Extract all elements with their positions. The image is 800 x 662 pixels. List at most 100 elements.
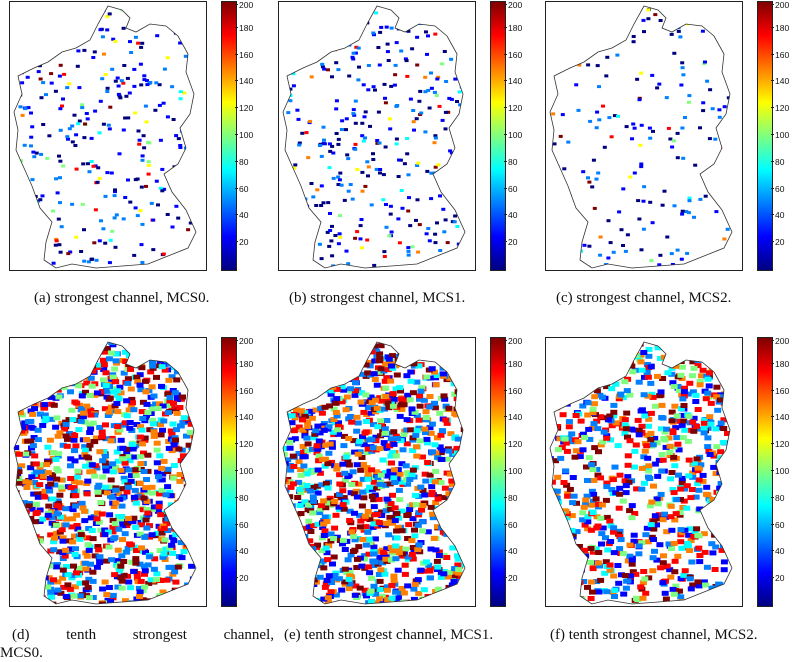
heatmap-cell [409,545,417,550]
heatmap-cell [635,342,643,346]
heatmap-cell [183,54,188,58]
heatmap-cell [681,354,689,360]
heatmap-cell [552,395,560,401]
heatmap-cell [304,448,312,454]
heatmap-cell [450,521,458,527]
panel-b: 200 180 160 140 120 100 80 60 40 20 [278,1,544,281]
heatmap-cell [603,514,611,520]
heatmap-cell [203,546,206,551]
heatmap-cell [453,406,461,412]
heatmap-cell [196,73,200,76]
heatmap-cell [101,6,106,10]
heatmap-cell [197,424,204,429]
heatmap-cell [321,514,329,520]
heatmap-cell [45,390,53,396]
heatmap-cell [283,560,290,566]
heatmap-cell [563,242,568,245]
heatmap-cell [148,384,156,390]
heatmap-cell [114,547,122,553]
heatmap-cell [650,73,655,77]
heatmap-cell [333,8,338,12]
heatmap-cell [352,380,359,386]
heatmap-cell [426,404,434,410]
heatmap-cell [582,501,590,507]
heatmap-cell [38,198,43,202]
heatmap-cell [140,563,148,569]
heatmap-cell [726,96,731,100]
heatmap-cell [136,129,141,133]
heatmap-cell [456,486,464,492]
heatmap-cell [14,602,20,604]
heatmap-cell [62,421,70,427]
heatmap-cell [335,576,343,582]
heatmap-cell [93,516,101,522]
heatmap-cell [403,441,411,447]
heatmap-cell [676,510,684,516]
heatmap-cell [69,507,77,513]
heatmap-cell [107,12,112,16]
heatmap-cell [560,604,567,606]
heatmap-cell [354,451,362,457]
heatmap-cell [467,452,474,457]
heatmap-cell [125,579,133,585]
heatmap-cell [696,506,704,512]
heatmap-cell [432,90,437,94]
heatmap-cell [58,527,66,533]
heatmap-cell [324,599,332,604]
heatmap-cell [584,20,589,24]
heatmap-cell [99,586,107,592]
heatmap-cell [671,403,679,409]
heatmap-cell [118,585,126,591]
heatmap-cell [141,571,148,577]
heatmap-cell [433,32,438,36]
heatmap-cell [286,445,294,451]
heatmap-cell [328,459,335,465]
heatmap-cell [58,201,62,205]
heatmap-cell [325,573,333,579]
heatmap-cell [127,478,135,484]
heatmap-cell [415,590,423,596]
heatmap-cell [174,397,181,402]
heatmap-cell [34,474,42,479]
heatmap-cell [84,584,92,590]
heatmap-cell [119,537,126,543]
heatmap-cell [94,489,102,495]
heatmap-cell [320,65,325,69]
heatmap-cell [680,126,685,130]
heatmap-cell [197,521,204,526]
heatmap-cell [472,527,475,532]
heatmap-cell [179,174,184,178]
heatmap-cell [154,81,159,85]
heatmap-cell [154,406,162,411]
heatmap-cell [441,396,449,402]
heatmap-cell [131,454,139,460]
heatmap-cell [433,232,438,236]
heatmap-cell [454,556,462,562]
heatmap-cell [561,540,569,546]
heatmap-cell [587,24,592,28]
heatmap-cell [394,524,402,530]
heatmap-cell [294,388,302,394]
heatmap-cell [132,556,140,562]
heatmap-cell [322,138,326,142]
heatmap-cell [557,52,562,56]
heatmap-cell [695,487,703,493]
heatmap-cell [735,519,742,524]
heatmap-cell [111,521,119,527]
heatmap-cell [153,577,160,582]
heatmap-cell [408,538,416,544]
heatmap-cell [75,427,83,433]
heatmap-cell [51,535,58,541]
heatmap-cell [406,29,411,33]
heatmap-cell [432,500,440,505]
heatmap-cell [694,465,702,471]
heatmap-cell [740,539,743,544]
heatmap-cell [14,16,18,19]
heatmap-cell [681,527,689,533]
heatmap-cell [304,558,312,563]
colorbar-tick-label: 160 [770,385,790,396]
heatmap-cell [190,459,196,465]
heatmap-cell [58,176,62,180]
heatmap-cell [550,577,554,583]
heatmap-cell [326,201,331,205]
